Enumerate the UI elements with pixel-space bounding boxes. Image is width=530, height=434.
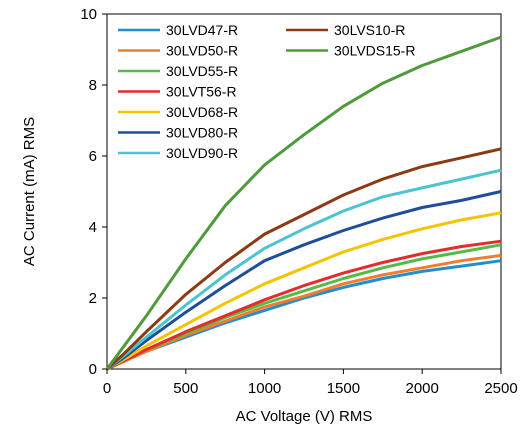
series-line-30lvd80-r: [106, 190, 502, 371]
y-tick-label: 4: [89, 219, 97, 236]
legend-item-30lvd55-r: 30LVD55-R: [118, 63, 238, 79]
series-line-30lvs10-r: [105, 147, 502, 371]
y-tick-label: 0: [89, 361, 97, 378]
legend-label: 30LVDS15-R: [334, 43, 415, 59]
legend-label: 30LVD68-R: [166, 104, 238, 120]
series-line-30lvt56-r: [106, 239, 502, 371]
legend: 30LVD47-R 30LVD50-R 30LVD55-R 30LVT56-R 30LV…: [118, 22, 415, 161]
series-line-30lvd90-r: [106, 168, 502, 371]
legend-label: 30LVS10-R: [334, 22, 405, 38]
legend-item-30lvd90-r: 30LVD90-R: [118, 145, 238, 161]
x-tick-label: 2500: [484, 380, 517, 397]
x-tick-label: 2000: [406, 380, 439, 397]
ticks-layer: 0 500 1000 1500 2000 2500 0 2 4 6 8 10: [80, 6, 517, 397]
y-tick-label: 6: [89, 148, 97, 165]
legend-item-30lvd50-r: 30LVD50-R: [118, 43, 238, 59]
x-axis-title: AC Voltage (V) RMS: [236, 408, 373, 425]
legend-item-30lvd80-r: 30LVD80-R: [118, 125, 238, 141]
legend-label: 30LVT56-R: [166, 84, 237, 100]
plot-area: 0 500 1000 1500 2000 2500 0 2 4 6 8 10: [80, 6, 517, 397]
y-axis-title: AC Current (mA) RMS: [21, 117, 38, 266]
x-tick-label: 1000: [248, 380, 281, 397]
legend-label: 30LVD50-R: [166, 43, 238, 59]
legend-item-30lvds15-r: 30LVDS15-R: [286, 43, 415, 59]
series-line-30lvd68-r: [106, 211, 502, 371]
legend-label: 30LVD80-R: [166, 125, 238, 141]
legend-item-30lvd47-r: 30LVD47-R: [118, 22, 238, 38]
legend-label: 30LVD47-R: [166, 22, 238, 38]
y-tick-label: 2: [89, 290, 97, 307]
series-layer: [105, 35, 502, 371]
y-tick-label: 10: [80, 6, 97, 23]
legend-item-30lvs10-r: 30LVS10-R: [286, 22, 405, 38]
y-tick-label: 8: [89, 77, 97, 94]
legend-item-30lvt56-r: 30LVT56-R: [118, 84, 237, 100]
series-line-30lvds15-r: [105, 35, 502, 370]
legend-label: 30LVD90-R: [166, 145, 238, 161]
legend-label: 30LVD55-R: [166, 63, 238, 79]
legend-item-30lvd68-r: 30LVD68-R: [118, 104, 238, 120]
x-tick-label: 500: [173, 380, 198, 397]
x-tick-label: 1500: [327, 380, 360, 397]
x-tick-label: 0: [103, 380, 111, 397]
